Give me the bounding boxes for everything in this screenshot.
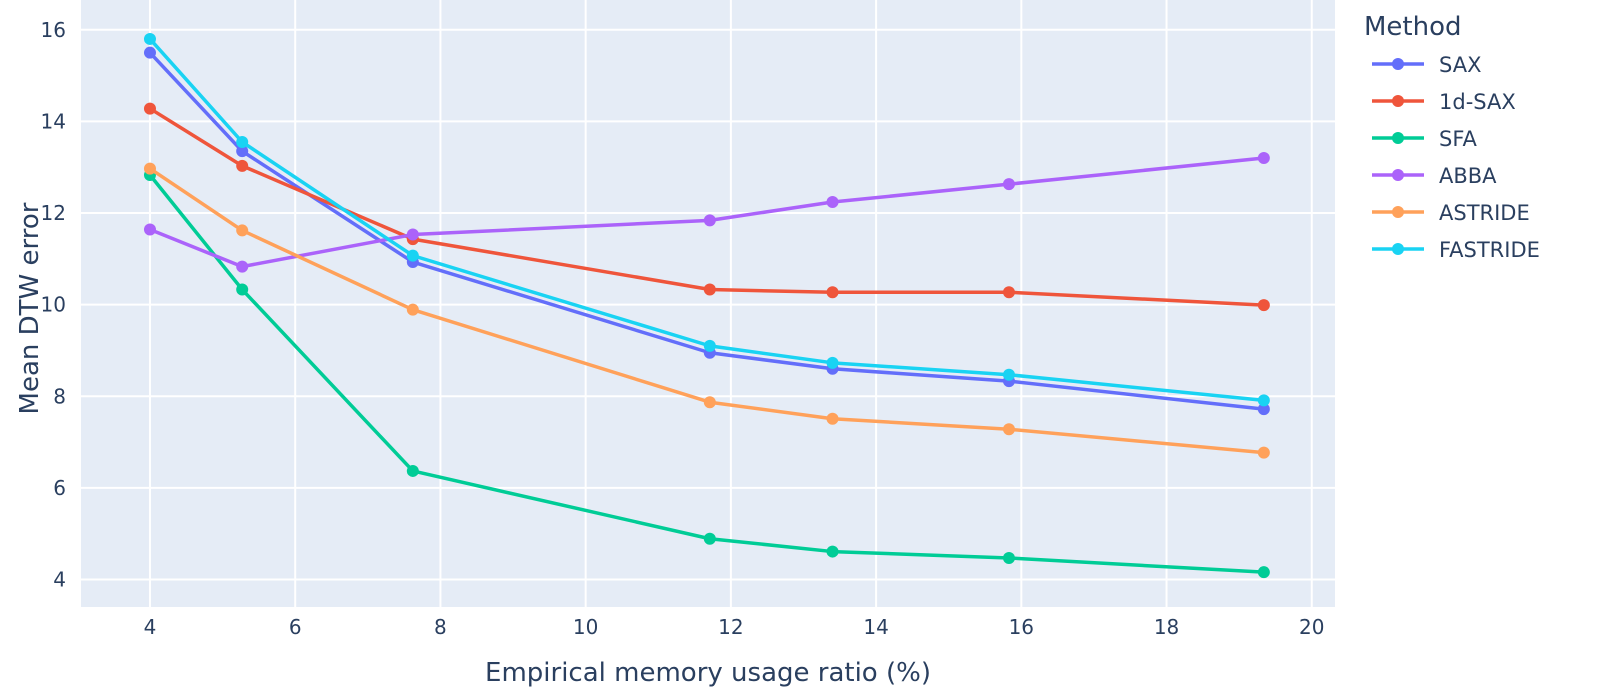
y-tick-label: 14	[41, 109, 66, 133]
data-point	[1257, 394, 1270, 407]
legend-item[interactable]: ABBA	[1372, 164, 1497, 188]
legend-label: ASTRIDE	[1439, 201, 1530, 225]
y-axis-ticks: 4 6 8 10 12 14 16	[41, 18, 66, 592]
legend-label: FASTRIDE	[1439, 238, 1540, 262]
data-point	[236, 260, 249, 273]
plot-area	[81, 0, 1335, 607]
data-point	[1002, 286, 1015, 299]
data-point	[406, 464, 419, 477]
data-point	[1257, 299, 1270, 312]
x-tick-label: 6	[289, 615, 302, 639]
x-axis-title: Empirical memory usage ratio (%)	[485, 658, 931, 688]
data-point	[406, 228, 419, 241]
legend: Method SAX 1d-SAX SFA ABBA ASTRIDE FASTRIDE	[1364, 12, 1540, 262]
y-tick-label: 12	[41, 201, 66, 225]
legend-item[interactable]: SAX	[1372, 53, 1481, 77]
legend-swatch-marker	[1392, 243, 1404, 255]
data-point	[1257, 446, 1270, 459]
data-point	[703, 396, 716, 409]
legend-item[interactable]: 1d-SAX	[1372, 90, 1516, 114]
data-point	[236, 145, 249, 158]
data-point	[826, 412, 839, 425]
legend-item[interactable]: SFA	[1372, 127, 1477, 151]
legend-swatch-marker	[1392, 206, 1404, 218]
legend-swatch-marker	[1392, 169, 1404, 181]
x-tick-label: 4	[144, 615, 157, 639]
y-tick-label: 8	[53, 384, 66, 408]
series-lines	[143, 32, 1270, 579]
data-point	[1257, 403, 1270, 416]
legend-label: SAX	[1439, 53, 1481, 77]
data-point	[1002, 368, 1015, 381]
x-tick-label: 10	[573, 615, 598, 639]
data-point	[703, 532, 716, 545]
legend-swatch-marker	[1392, 132, 1404, 144]
data-point	[826, 356, 839, 369]
data-point	[1002, 551, 1015, 564]
legend-label: 1d-SAX	[1439, 90, 1516, 114]
grid-lines	[81, 0, 1335, 607]
data-point	[236, 136, 249, 149]
data-point	[143, 32, 156, 45]
data-point	[143, 162, 156, 175]
series-astride	[143, 162, 1270, 459]
legend-swatch-marker	[1392, 58, 1404, 70]
data-point	[703, 214, 716, 227]
x-tick-label: 18	[1154, 615, 1179, 639]
data-point	[826, 545, 839, 558]
x-tick-label: 8	[434, 615, 447, 639]
x-tick-label: 14	[863, 615, 888, 639]
data-point	[1257, 152, 1270, 165]
data-point	[236, 224, 249, 237]
data-point	[1257, 566, 1270, 579]
data-point	[236, 159, 249, 172]
legend-label: SFA	[1439, 127, 1477, 151]
data-point	[826, 286, 839, 299]
data-point	[406, 249, 419, 262]
x-tick-label: 16	[1009, 615, 1034, 639]
y-axis-title: Mean DTW error	[15, 202, 45, 414]
y-tick-label: 6	[53, 476, 66, 500]
data-point	[826, 196, 839, 209]
y-tick-label: 16	[41, 18, 66, 42]
legend-label: ABBA	[1439, 164, 1497, 188]
series-abba	[143, 152, 1270, 273]
data-point	[703, 283, 716, 296]
y-tick-label: 10	[41, 293, 66, 317]
x-axis-ticks: 4 6 8 10 12 14 16 18 20	[144, 615, 1325, 639]
data-point	[1002, 178, 1015, 191]
series-fastride	[143, 32, 1270, 407]
legend-swatch-marker	[1392, 95, 1404, 107]
legend-title: Method	[1364, 12, 1462, 42]
data-point	[236, 283, 249, 296]
data-point	[143, 46, 156, 59]
data-point	[1002, 423, 1015, 436]
legend-item[interactable]: ASTRIDE	[1372, 201, 1530, 225]
x-tick-label: 20	[1299, 615, 1324, 639]
data-point	[143, 102, 156, 115]
y-tick-label: 4	[53, 568, 66, 592]
legend-item[interactable]: FASTRIDE	[1372, 238, 1540, 262]
data-point	[406, 303, 419, 316]
data-point	[703, 339, 716, 352]
data-point	[143, 223, 156, 236]
x-tick-label: 12	[718, 615, 743, 639]
